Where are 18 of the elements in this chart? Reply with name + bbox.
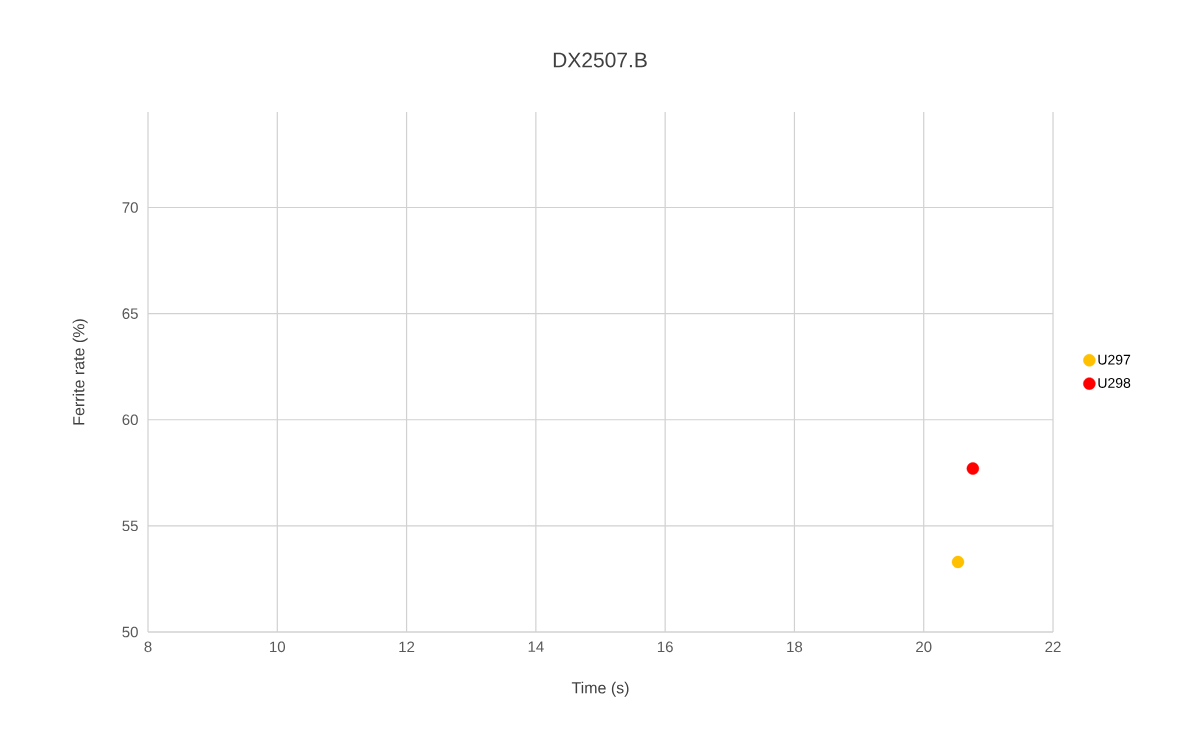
y-axis-title: Ferrite rate (%) <box>72 319 88 425</box>
x-tick-label: 14 <box>528 641 544 652</box>
x-axis-title: Time (s) <box>571 681 629 697</box>
x-tick-label: 16 <box>657 641 673 653</box>
legend-label: U298 <box>1098 377 1131 388</box>
y-tick-label: 70 <box>122 202 138 213</box>
chart-title: DX2507.B <box>553 52 647 68</box>
x-tick-label: 18 <box>787 641 803 653</box>
y-tick-label: 55 <box>122 520 138 532</box>
x-tick-label: 22 <box>1045 641 1061 653</box>
legend-label: U297 <box>1098 354 1131 365</box>
y-tick-label: 60 <box>122 414 138 426</box>
y-tick-label: 50 <box>122 626 138 638</box>
x-tick-label: 8 <box>144 641 152 653</box>
x-tick-label: 20 <box>916 641 932 653</box>
x-tick-label: 10 <box>270 641 286 653</box>
y-tick-label: 65 <box>122 308 138 319</box>
x-tick-label: 12 <box>399 641 415 653</box>
